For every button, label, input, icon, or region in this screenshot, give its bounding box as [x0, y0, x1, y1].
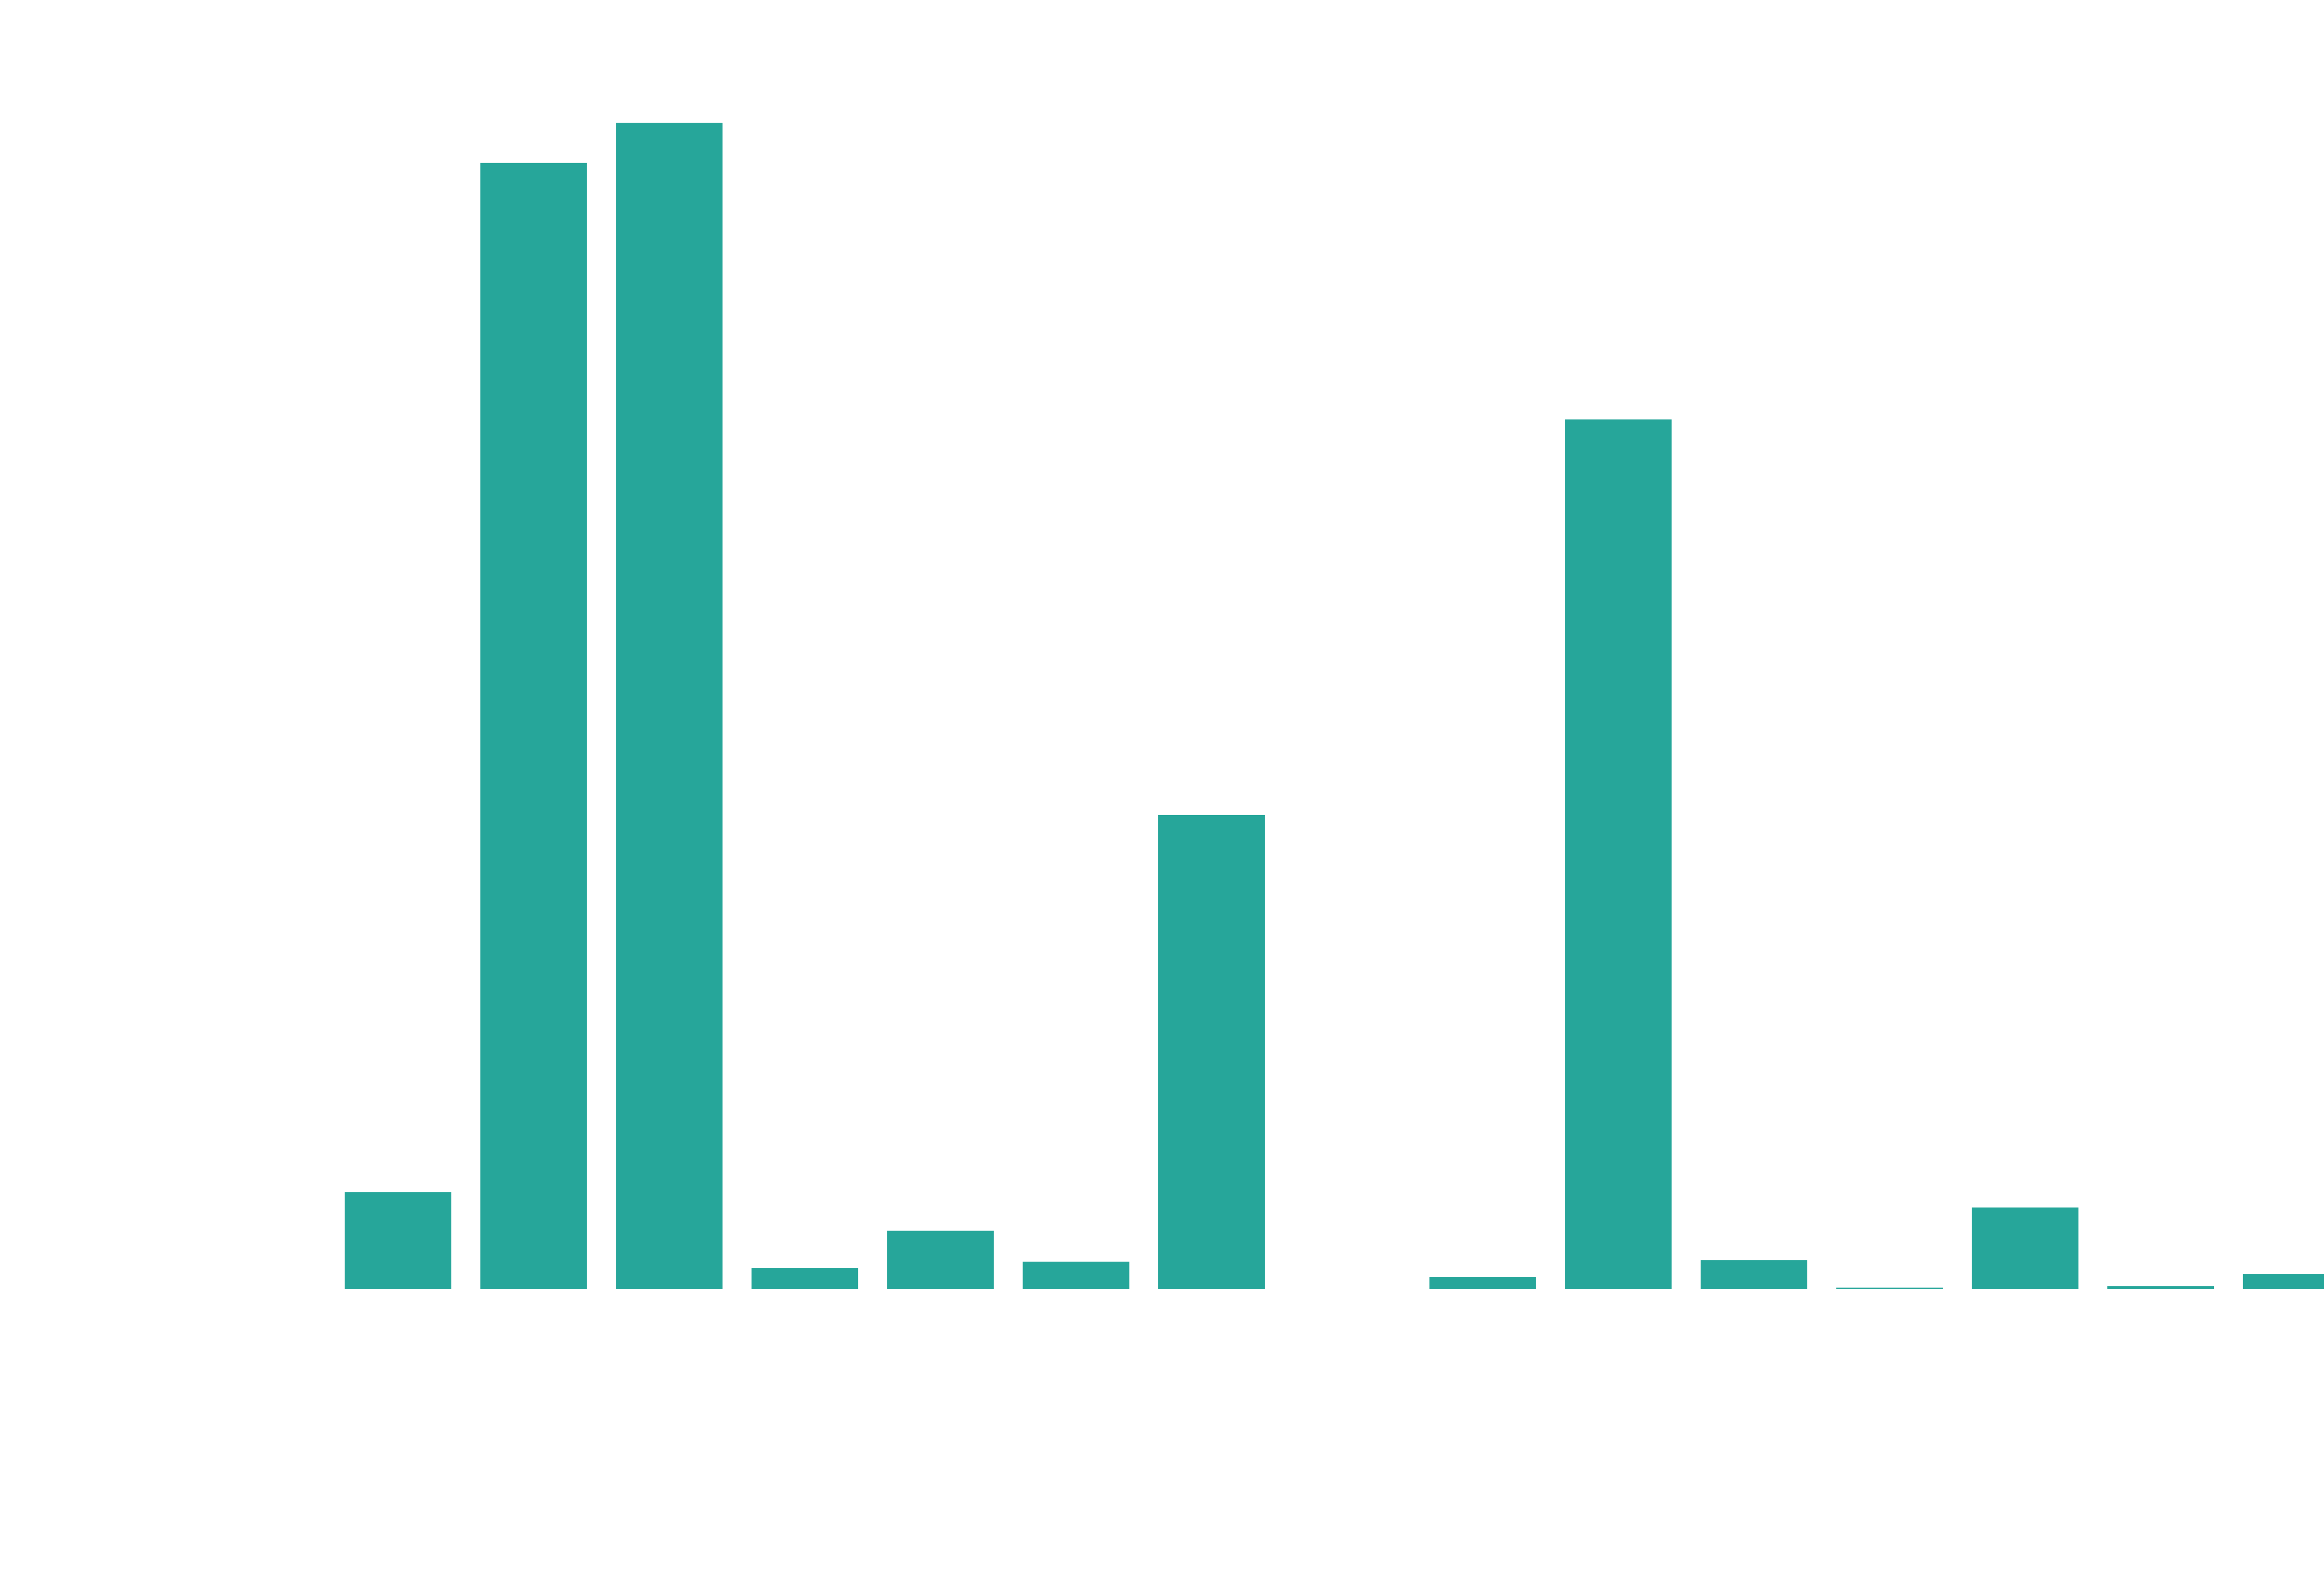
bar-12 — [1698, 1258, 1809, 1291]
bar-3 — [478, 161, 589, 1291]
bar-2 — [343, 1190, 454, 1291]
bar-10 — [1427, 1275, 1538, 1291]
bar-7 — [1021, 1259, 1131, 1291]
bar-9 — [1292, 1288, 1403, 1291]
bars-layer — [207, 121, 2324, 1291]
bar-13 — [1834, 1285, 1945, 1291]
bar-6 — [885, 1229, 996, 1291]
bar-5 — [749, 1266, 860, 1291]
bar-16 — [2241, 1272, 2324, 1291]
bar-11 — [1563, 417, 1674, 1291]
bar-14 — [1970, 1205, 2080, 1291]
bar-1 — [207, 1287, 318, 1291]
bar-15 — [2105, 1284, 2216, 1291]
bar-8 — [1156, 813, 1267, 1291]
bar-4 — [614, 121, 725, 1291]
